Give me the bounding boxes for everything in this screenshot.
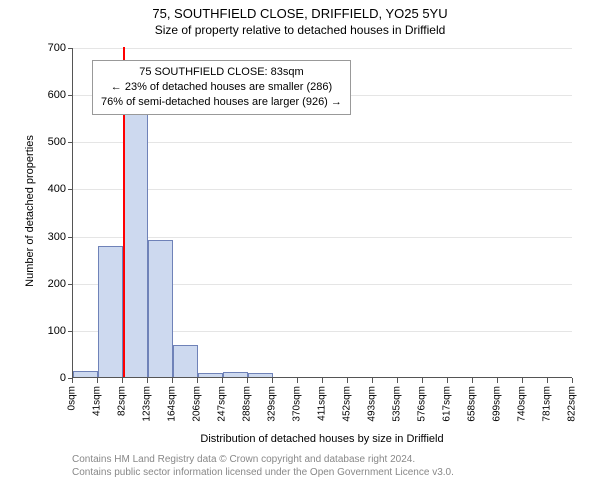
xtick-label: 329sqm [267, 386, 278, 422]
xtick-mark [422, 378, 423, 383]
xtick-label: 370sqm [292, 386, 303, 422]
histogram-bar [123, 113, 148, 377]
grid-line [73, 142, 572, 143]
xtick-label: 41sqm [92, 386, 103, 416]
xtick-mark [97, 378, 98, 383]
xtick-mark [222, 378, 223, 383]
xtick-label: 247sqm [217, 386, 228, 422]
xtick-mark [472, 378, 473, 383]
xtick-label: 288sqm [242, 386, 253, 422]
xtick-label: 0sqm [67, 386, 78, 410]
chart-title-sub: Size of property relative to detached ho… [0, 21, 600, 37]
xtick-mark [347, 378, 348, 383]
ytick-mark [68, 189, 73, 190]
xtick-mark [172, 378, 173, 383]
xtick-label: 493sqm [367, 386, 378, 422]
xtick-label: 658sqm [467, 386, 478, 422]
info-line-2: ← 23% of detached houses are smaller (28… [101, 80, 342, 95]
xtick-mark [122, 378, 123, 383]
histogram-bar [73, 371, 98, 377]
xtick-label: 164sqm [167, 386, 178, 422]
xtick-mark [372, 378, 373, 383]
x-axis-label: Distribution of detached houses by size … [72, 433, 572, 445]
attribution-line-1: Contains HM Land Registry data © Crown c… [72, 453, 454, 466]
chart-title-main: 75, SOUTHFIELD CLOSE, DRIFFIELD, YO25 5Y… [0, 0, 600, 21]
info-line-3: 76% of semi-detached houses are larger (… [101, 95, 342, 110]
grid-line [73, 237, 572, 238]
histogram-bar [98, 246, 123, 377]
histogram-bar [198, 373, 223, 377]
ytick-mark [68, 142, 73, 143]
xtick-label: 206sqm [192, 386, 203, 422]
xtick-mark [72, 378, 73, 383]
histogram-bar [148, 240, 173, 377]
ytick-label: 0 [0, 372, 66, 384]
attribution: Contains HM Land Registry data © Crown c… [72, 453, 454, 479]
ytick-mark [68, 331, 73, 332]
xtick-mark [497, 378, 498, 383]
xtick-label: 123sqm [142, 386, 153, 422]
ytick-label: 600 [0, 89, 66, 101]
xtick-mark [147, 378, 148, 383]
ytick-label: 100 [0, 325, 66, 337]
xtick-mark [197, 378, 198, 383]
info-box: 75 SOUTHFIELD CLOSE: 83sqm ← 23% of deta… [92, 60, 351, 115]
info-line-1: 75 SOUTHFIELD CLOSE: 83sqm [101, 65, 342, 80]
xtick-mark [572, 378, 573, 383]
ytick-mark [68, 95, 73, 96]
xtick-mark [547, 378, 548, 383]
xtick-label: 576sqm [417, 386, 428, 422]
xtick-mark [297, 378, 298, 383]
xtick-mark [397, 378, 398, 383]
grid-line [73, 189, 572, 190]
xtick-mark [522, 378, 523, 383]
grid-line [73, 48, 572, 49]
ytick-mark [68, 237, 73, 238]
ytick-mark [68, 48, 73, 49]
xtick-label: 740sqm [517, 386, 528, 422]
histogram-bar [173, 345, 198, 377]
histogram-bar [223, 372, 248, 377]
ytick-label: 700 [0, 42, 66, 54]
xtick-mark [322, 378, 323, 383]
xtick-mark [447, 378, 448, 383]
chart-container: 75, SOUTHFIELD CLOSE, DRIFFIELD, YO25 5Y… [0, 0, 600, 500]
xtick-label: 82sqm [117, 386, 128, 416]
xtick-label: 452sqm [342, 386, 353, 422]
histogram-bar [248, 373, 273, 377]
xtick-mark [247, 378, 248, 383]
ytick-mark [68, 284, 73, 285]
xtick-label: 781sqm [542, 386, 553, 422]
y-axis-label: Number of detached properties [24, 121, 36, 301]
xtick-label: 699sqm [492, 386, 503, 422]
xtick-label: 535sqm [392, 386, 403, 422]
xtick-label: 411sqm [317, 386, 328, 421]
xtick-label: 617sqm [442, 386, 453, 422]
xtick-label: 822sqm [567, 386, 578, 422]
attribution-line-2: Contains public sector information licen… [72, 466, 454, 479]
xtick-mark [272, 378, 273, 383]
